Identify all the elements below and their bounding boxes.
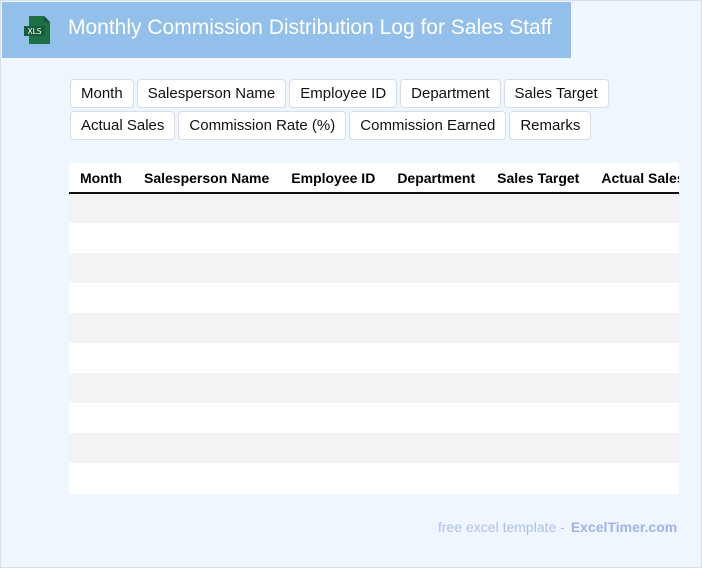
table-cell[interactable]	[280, 193, 387, 223]
table-cell[interactable]	[280, 433, 387, 463]
table-row	[69, 313, 679, 343]
field-tag[interactable]: Employee ID	[289, 79, 398, 108]
table-cell[interactable]	[386, 403, 487, 433]
table-cell[interactable]	[590, 433, 679, 463]
field-tag[interactable]: Salesperson Name	[136, 79, 287, 108]
table-cell[interactable]	[486, 403, 591, 433]
table-cell[interactable]	[280, 223, 387, 253]
field-tag-list: Month Salesperson Name Employee ID Departme…	[70, 79, 610, 140]
table-cell[interactable]	[69, 223, 133, 253]
table-row	[69, 253, 679, 283]
table-cell[interactable]	[386, 253, 487, 283]
table-cell[interactable]	[386, 463, 487, 493]
table-cell[interactable]	[386, 193, 487, 223]
table-cell[interactable]	[280, 463, 387, 493]
table-cell[interactable]	[132, 343, 281, 373]
table-cell[interactable]	[590, 343, 679, 373]
table-cell[interactable]	[69, 373, 133, 403]
table-cell[interactable]	[486, 283, 591, 313]
column-header[interactable]: Actual Sales	[590, 163, 679, 194]
table-row	[69, 223, 679, 253]
table-cell[interactable]	[132, 373, 281, 403]
table-header-row: Month Salesperson Name Employee ID Departme…	[69, 163, 679, 194]
data-table-container[interactable]: Month Salesperson Name Employee ID Departme…	[69, 163, 679, 494]
table-cell[interactable]	[590, 283, 679, 313]
table-cell[interactable]	[132, 253, 281, 283]
table-cell[interactable]	[486, 223, 591, 253]
field-tag[interactable]: Department	[400, 79, 501, 108]
table-cell[interactable]	[486, 313, 591, 343]
column-header[interactable]: Month	[69, 163, 133, 194]
table-cell[interactable]	[280, 283, 387, 313]
title-bar: XLS Monthly Commission Distribution Log …	[2, 2, 571, 58]
table-cell[interactable]	[486, 433, 591, 463]
table-cell[interactable]	[590, 223, 679, 253]
table-cell[interactable]	[132, 193, 281, 223]
table-cell[interactable]	[590, 373, 679, 403]
table-row	[69, 463, 679, 493]
field-tag[interactable]: Actual Sales	[70, 111, 176, 140]
table-cell[interactable]	[69, 283, 133, 313]
xls-file-icon: XLS	[24, 16, 50, 44]
table-cell[interactable]	[486, 373, 591, 403]
table-row	[69, 193, 679, 223]
table-row	[69, 283, 679, 313]
table-cell[interactable]	[280, 373, 387, 403]
table-cell[interactable]	[590, 253, 679, 283]
table-cell[interactable]	[132, 223, 281, 253]
field-tag[interactable]: Commission Earned	[349, 111, 507, 140]
footer-credit: free excel template - ExcelTimer.com	[438, 519, 677, 535]
table-cell[interactable]	[590, 463, 679, 493]
table-cell[interactable]	[69, 343, 133, 373]
table-cell[interactable]	[132, 433, 281, 463]
field-tag[interactable]: Month	[70, 79, 134, 108]
table-cell[interactable]	[132, 283, 281, 313]
table-cell[interactable]	[280, 343, 387, 373]
field-tag[interactable]: Remarks	[509, 111, 592, 140]
table-cell[interactable]	[386, 343, 487, 373]
field-tag[interactable]: Sales Target	[503, 79, 609, 108]
table-cell[interactable]	[132, 403, 281, 433]
table-cell[interactable]	[69, 193, 133, 223]
data-table: Month Salesperson Name Employee ID Departme…	[69, 163, 679, 493]
table-cell[interactable]	[486, 193, 591, 223]
table-cell[interactable]	[486, 253, 591, 283]
svg-text:XLS: XLS	[27, 27, 41, 36]
table-cell[interactable]	[386, 433, 487, 463]
table-cell[interactable]	[386, 283, 487, 313]
table-cell[interactable]	[69, 313, 133, 343]
table-cell[interactable]	[590, 313, 679, 343]
table-row	[69, 373, 679, 403]
table-cell[interactable]	[486, 463, 591, 493]
column-header[interactable]: Sales Target	[486, 163, 591, 194]
table-cell[interactable]	[386, 223, 487, 253]
table-cell[interactable]	[69, 403, 133, 433]
page-title: Monthly Commission Distribution Log for …	[68, 16, 552, 39]
field-tag[interactable]: Commission Rate (%)	[178, 111, 347, 140]
footer-text: free excel template -	[438, 519, 565, 535]
table-cell[interactable]	[69, 433, 133, 463]
table-cell[interactable]	[386, 373, 487, 403]
table-cell[interactable]	[69, 463, 133, 493]
table-cell[interactable]	[280, 253, 387, 283]
column-header[interactable]: Salesperson Name	[132, 163, 281, 194]
table-cell[interactable]	[280, 403, 387, 433]
table-row	[69, 343, 679, 373]
column-header[interactable]: Department	[386, 163, 487, 194]
table-cell[interactable]	[590, 193, 679, 223]
table-cell[interactable]	[386, 313, 487, 343]
table-cell[interactable]	[590, 403, 679, 433]
table-cell[interactable]	[132, 463, 281, 493]
column-header[interactable]: Employee ID	[280, 163, 387, 194]
table-cell[interactable]	[69, 253, 133, 283]
table-row	[69, 403, 679, 433]
table-cell[interactable]	[132, 313, 281, 343]
footer-brand-link[interactable]: ExcelTimer.com	[570, 519, 678, 535]
table-row	[69, 433, 679, 463]
table-cell[interactable]	[280, 313, 387, 343]
table-cell[interactable]	[486, 343, 591, 373]
